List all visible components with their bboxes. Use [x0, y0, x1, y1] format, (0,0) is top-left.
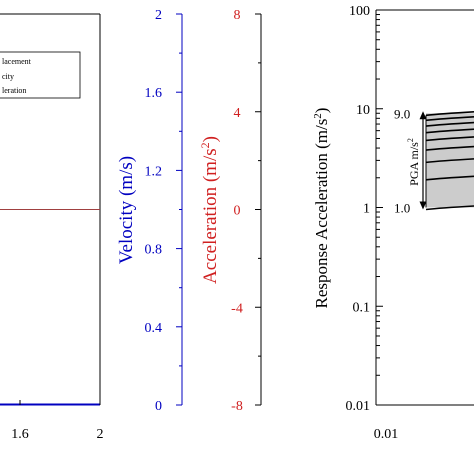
response-acceleration-axis-label: Response Acceleration (m/s2)	[312, 108, 331, 309]
pga-min-label: 1.0	[394, 201, 410, 216]
x-tick-label: 1.6	[11, 427, 29, 442]
acceleration-tick-label: 8	[234, 8, 241, 23]
acceleration-tick-label: 0	[234, 204, 241, 219]
acceleration-label-close: )	[200, 136, 221, 142]
velocity-axis: 0 0.4 0.8 1.2 1.6 2 Velocity (m/s)	[116, 8, 183, 414]
legend-entry-displacement: lacement	[2, 57, 32, 66]
ylabel-close: )	[312, 108, 331, 114]
pga-label-sup: 2	[406, 138, 415, 142]
legend: lacement city leration	[0, 51, 81, 99]
acceleration-tick-label: 4	[234, 106, 241, 121]
spectrum-curve	[425, 205, 474, 211]
pga-max-label: 9.0	[394, 106, 410, 121]
pga-label-text: PGA m/s	[407, 142, 421, 186]
legend-box	[0, 51, 81, 99]
velocity-tick-label: 2	[155, 8, 162, 23]
ylabel-sup: 2	[312, 113, 324, 119]
velocity-tick-label: 0.8	[145, 243, 163, 258]
response-spectrum-panel: 100 10 1 0.1 0.01 0.01 Response Acceleration…	[312, 4, 474, 442]
log-tick-label: 0.01	[346, 399, 371, 414]
log-tick-label: 100	[349, 4, 370, 19]
acceleration-label-text: Acceleration (m/s	[200, 148, 221, 284]
velocity-tick-label: 1.2	[145, 164, 163, 179]
x-ticks: 0.01	[374, 427, 399, 442]
velocity-ticks: 0 0.4 0.8 1.2 1.6 2	[145, 8, 182, 414]
log-tick-label: 10	[356, 103, 370, 118]
legend-entry-velocity: city	[2, 72, 14, 81]
pga-label-background	[407, 134, 422, 192]
x-tick-label: 0.01	[374, 427, 399, 442]
time-history-panel: 1.6 2 lacement city leration 00.40.81.21.…	[0, 8, 262, 442]
velocity-axis-label: Velocity (m/s)	[116, 156, 137, 264]
x-ticks: 1.6 2	[11, 400, 104, 442]
spectrum-curve	[425, 145, 474, 151]
log-y-ticks: 100 10 1 0.1 0.01	[346, 4, 383, 414]
arrow-head-down	[419, 201, 427, 210]
spectrum-curve	[425, 175, 474, 181]
legend-entry-acceleration: leration	[2, 86, 26, 95]
pga-annotation: 9.0 1.0 PGA m/s2	[394, 106, 427, 216]
spectrum-curve	[425, 128, 474, 134]
acceleration-label-sup: 2	[198, 142, 212, 148]
pga-unit-label: PGA m/s2	[406, 138, 421, 186]
arrow-head-up	[419, 111, 427, 120]
spectrum-curve	[425, 116, 474, 122]
acceleration-axis-label: Acceleration (m/s2)	[198, 136, 221, 284]
acceleration-tick-label: -8	[231, 399, 243, 414]
velocity-tick-label: 0.4	[145, 321, 163, 336]
ylabel-text: Response Acceleration (m/s	[312, 119, 331, 309]
log-tick-label: 0.1	[353, 300, 371, 315]
spectrum-curve	[425, 110, 474, 117]
velocity-tick-label: 1.6	[145, 86, 163, 101]
log-tick-label: 1	[363, 202, 370, 217]
spectrum-curve	[425, 136, 474, 142]
acceleration-tick-label: -4	[231, 301, 243, 316]
acceleration-ticks: -8 -4 0 4 8	[231, 8, 261, 414]
x-tick-label: 2	[97, 427, 104, 442]
spectrum-curve	[425, 158, 474, 164]
velocity-tick-label: 0	[155, 399, 162, 414]
acceleration-axis: -8 -4 0 4 8 Acceleration (m/s2)	[198, 8, 262, 414]
spectrum-curve	[425, 121, 474, 127]
spectra-band	[425, 110, 474, 211]
